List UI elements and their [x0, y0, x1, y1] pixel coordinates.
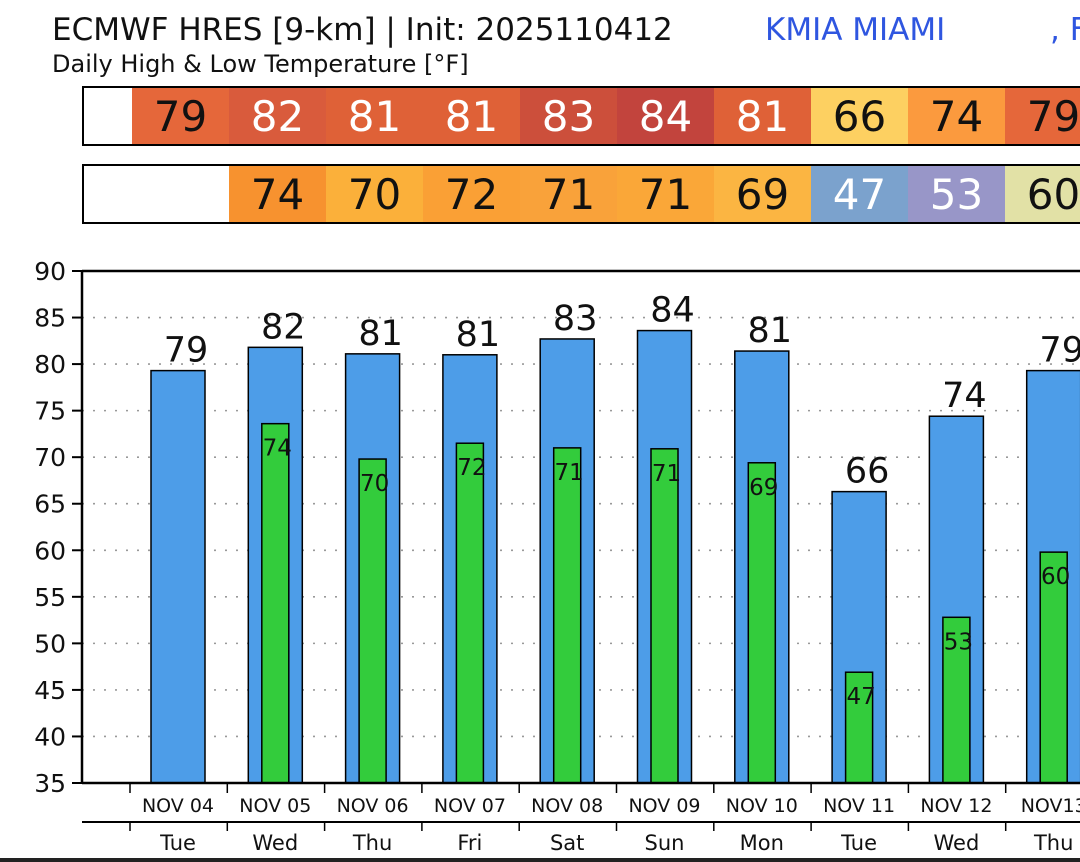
- low-bar: [358, 458, 387, 784]
- y-tick-label: 75: [34, 397, 66, 426]
- x-date-label: NOV 06: [337, 795, 409, 817]
- x-date-label: NOV 10: [726, 795, 798, 817]
- high-strip-cell: 81: [326, 88, 423, 144]
- y-tick-label: 85: [34, 304, 66, 333]
- low-data-label: 74: [263, 436, 292, 462]
- y-tick-label: 45: [34, 676, 66, 705]
- low-strip-cell: 74: [229, 166, 326, 222]
- low-data-label: 60: [1041, 564, 1070, 590]
- low-bar: [261, 422, 290, 784]
- high-temperature-strip: 79 82 81 81 83 84 81 66 74 79: [82, 86, 1080, 146]
- x-date-label: NOV 11: [823, 795, 895, 817]
- low-data-label: 47: [846, 684, 875, 710]
- x-date-label: NOV 05: [239, 795, 311, 817]
- low-bar: [455, 442, 485, 784]
- high-data-label: 79: [164, 331, 209, 371]
- high-data-label: 81: [748, 311, 793, 351]
- high-data-label: 82: [261, 307, 306, 347]
- high-strip-cell: 83: [520, 88, 617, 144]
- x-weekday-label: Wed: [934, 831, 980, 855]
- low-bar: [1039, 551, 1068, 784]
- x-weekday-label: Thu: [1033, 831, 1073, 855]
- high-data-label: 84: [650, 291, 695, 331]
- high-strip-cell: 81: [423, 88, 520, 144]
- y-tick-label: 50: [34, 629, 66, 658]
- low-data-label: 70: [360, 471, 389, 497]
- low-bar: [747, 462, 777, 784]
- low-bar: [844, 671, 874, 784]
- x-weekday-label: Sat: [550, 831, 584, 855]
- low-data-label: 71: [652, 461, 681, 487]
- low-strip-cell: 69: [714, 166, 811, 222]
- x-date-label: NOV 12: [920, 795, 992, 817]
- y-tick-label: 40: [34, 722, 66, 751]
- low-strip-cell: 53: [908, 166, 1005, 222]
- high-bar: [150, 369, 206, 784]
- high-strip-cell: 79: [1005, 88, 1080, 144]
- high-data-label: 83: [553, 299, 598, 339]
- y-tick-label: 35: [34, 769, 66, 798]
- low-bar: [650, 448, 679, 784]
- x-date-label: NOV 09: [628, 795, 700, 817]
- x-weekday-label: Fri: [457, 831, 482, 855]
- x-date-label: NOV 07: [434, 795, 506, 817]
- low-bar: [552, 447, 582, 784]
- low-strip-cell: 71: [617, 166, 714, 222]
- bottom-rule: [0, 858, 1080, 862]
- low-strip-cell: 71: [520, 166, 617, 222]
- low-temperature-strip: 74 70 72 71 71 69 47 53 60: [82, 164, 1080, 224]
- high-data-label: 79: [1039, 331, 1080, 371]
- x-date-label: NOV 08: [531, 795, 603, 817]
- high-strip-cell: 84: [617, 88, 714, 144]
- high-data-label: 81: [358, 314, 403, 354]
- low-strip-cell: 72: [423, 166, 520, 222]
- y-tick-label: 60: [34, 536, 66, 565]
- high-strip-cell: 74: [908, 88, 1005, 144]
- chart-title: ECMWF HRES [9-km] | Init: 2025110412: [52, 12, 673, 48]
- x-weekday-label: Tue: [840, 831, 877, 855]
- high-strip-cell: 82: [229, 88, 326, 144]
- x-date-label: NOV 04: [142, 795, 214, 817]
- y-tick-label: 65: [34, 490, 66, 519]
- low-strip-cell: 47: [811, 166, 908, 222]
- low-bar: [942, 616, 971, 784]
- low-strip-cell: 70: [326, 166, 423, 222]
- x-weekday-label: Wed: [252, 831, 298, 855]
- high-strip-cell: 81: [714, 88, 811, 144]
- low-strip-cell: 60: [1005, 166, 1080, 222]
- x-date-label: NOV13: [1021, 795, 1080, 817]
- station-name: KMIA MIAMI: [765, 12, 946, 48]
- low-data-label: 71: [555, 460, 584, 486]
- x-weekday-label: Mon: [740, 831, 784, 855]
- high-data-label: 74: [942, 376, 987, 416]
- y-tick-label: 70: [34, 443, 66, 472]
- y-tick-label: 80: [34, 350, 66, 379]
- low-data-label: 69: [749, 475, 778, 501]
- y-tick-label: 90: [34, 257, 66, 286]
- high-strip-cell: 66: [811, 88, 908, 144]
- low-data-label: 72: [457, 455, 486, 481]
- x-weekday-label: Thu: [352, 831, 392, 855]
- high-data-label: 66: [845, 452, 890, 492]
- high-data-label: 81: [456, 315, 501, 355]
- x-weekday-label: Sun: [645, 831, 685, 855]
- low-data-label: 53: [944, 629, 973, 655]
- high-strip-cell: 79: [132, 88, 229, 144]
- x-weekday-label: Tue: [159, 831, 196, 855]
- station-extra: , F: [1050, 12, 1080, 48]
- y-tick-label: 55: [34, 583, 66, 612]
- chart-subtitle: Daily High & Low Temperature [°F]: [52, 50, 469, 78]
